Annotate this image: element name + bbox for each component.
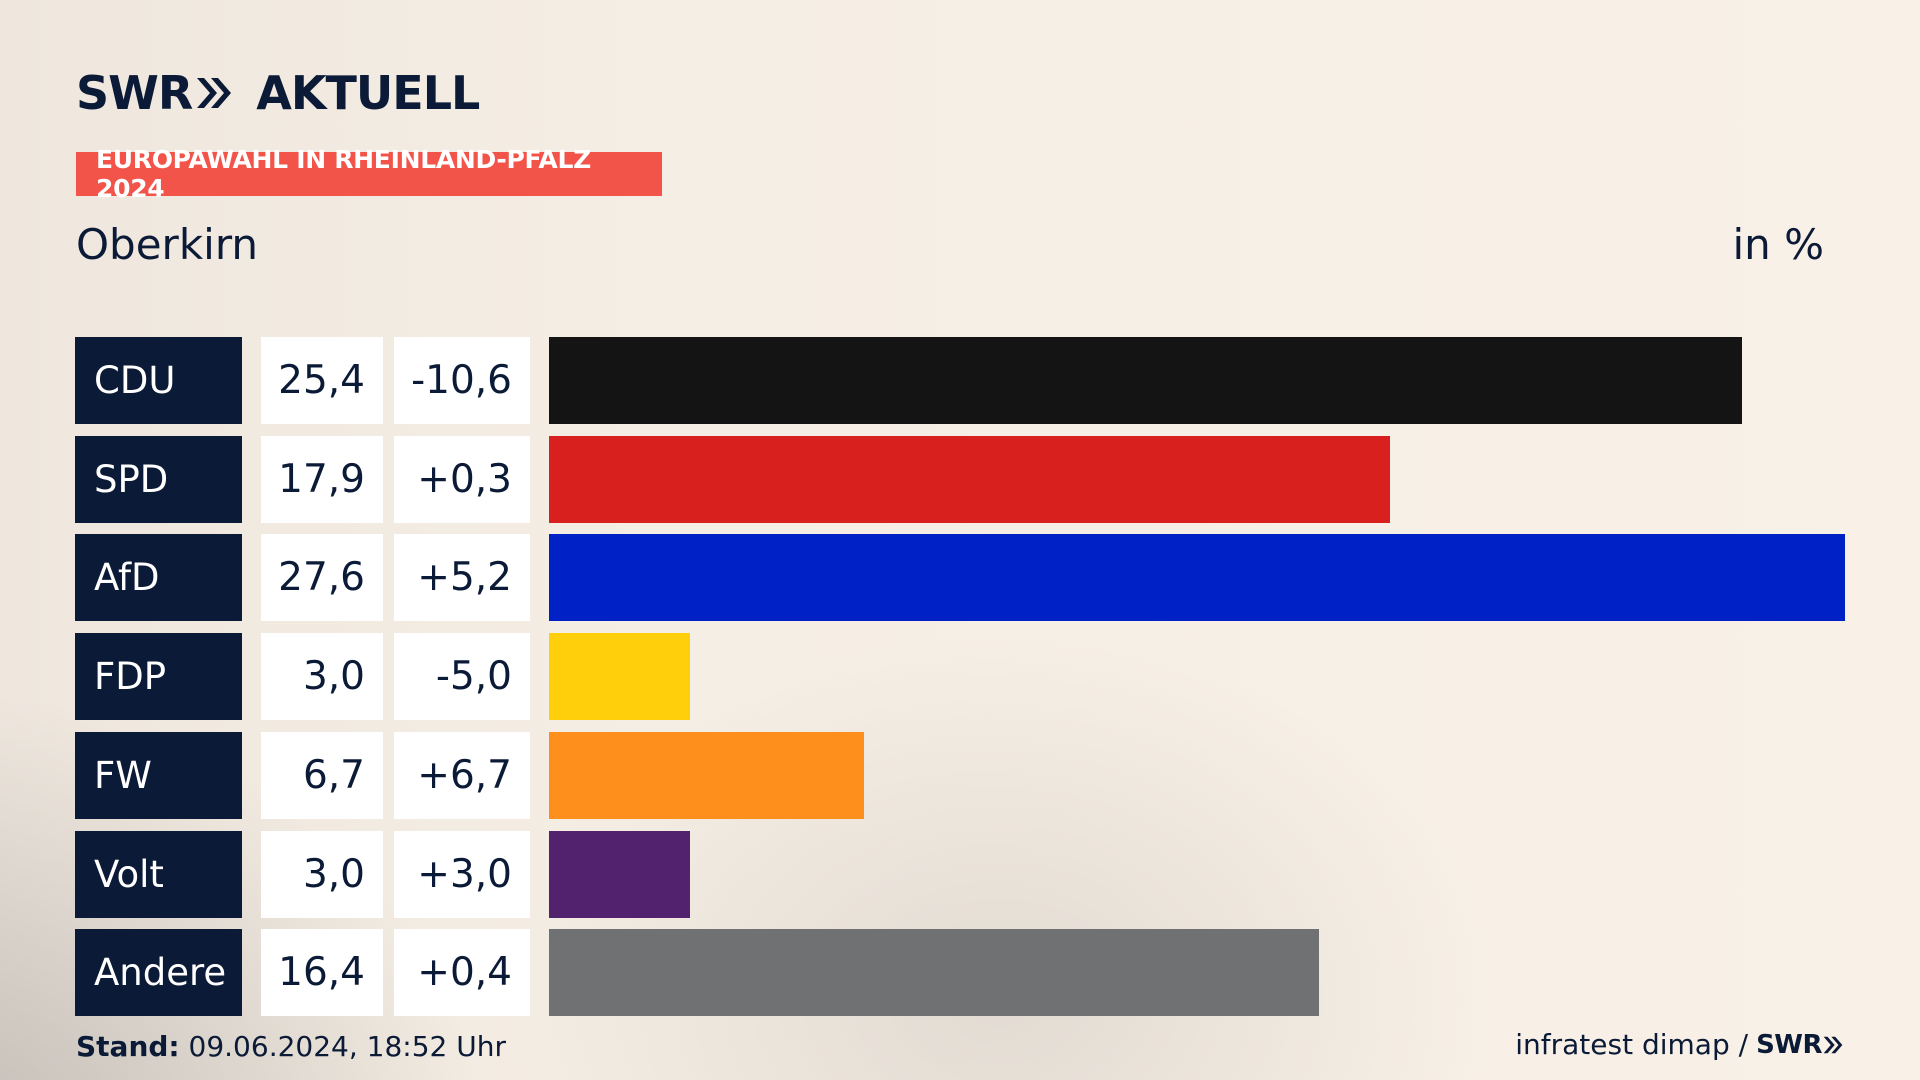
party-label: AfD [75, 534, 242, 622]
vote-change-value: +0,4 [394, 929, 530, 1017]
party-label: SPD [75, 435, 242, 523]
party-label: FW [75, 731, 242, 819]
vote-share-value: 27,6 [261, 534, 383, 622]
result-row: Volt 3,0 +3,0 [0, 830, 1920, 918]
result-row: AfD 27,6 +5,2 [0, 534, 1920, 622]
election-badge: EUROPAWAHL IN RHEINLAND-PFALZ 2024 [76, 145, 662, 203]
bar-fw [549, 731, 864, 819]
source-text: infratest dimap / [1515, 1028, 1749, 1061]
vote-share-value: 3,0 [261, 830, 383, 918]
bar-andere [549, 929, 1320, 1017]
bar-volt [549, 830, 690, 918]
vote-share-value: 6,7 [261, 731, 383, 819]
result-row: FW 6,7 +6,7 [0, 731, 1920, 819]
result-row: FDP 3,0 -5,0 [0, 633, 1920, 721]
party-label: CDU [75, 337, 242, 424]
vote-change-value: +3,0 [394, 830, 530, 918]
result-row: Andere 16,4 +0,4 [0, 929, 1920, 1017]
party-label: Volt [75, 830, 242, 918]
swr-aktuell-logo: SWR AKTUELL [76, 66, 480, 120]
party-label: FDP [75, 633, 242, 721]
footer-source: infratest dimap / SWR [1515, 1028, 1844, 1061]
unit-label: in % [1732, 220, 1824, 269]
bar-cdu [549, 337, 1742, 424]
vote-change-value: +6,7 [394, 731, 530, 819]
vote-change-value: +0,3 [394, 435, 530, 523]
vote-change-value: +5,2 [394, 534, 530, 622]
bar-afd [549, 534, 1845, 622]
result-row: SPD 17,9 +0,3 [0, 435, 1920, 523]
swr-text: SWR [76, 66, 193, 120]
region-title: Oberkirn [76, 220, 258, 269]
footer-swr-logo: SWR [1756, 1030, 1844, 1060]
result-row: CDU 25,4 -10,6 [0, 337, 1920, 424]
bar-fdp [549, 633, 690, 721]
stand-value: 09.06.2024, 18:52 Uhr [188, 1030, 506, 1063]
vote-share-value: 25,4 [261, 337, 383, 424]
stand-label: Stand: [76, 1030, 180, 1063]
footer-double-chevron-icon [1823, 1036, 1843, 1053]
vote-change-value: -10,6 [394, 337, 530, 424]
double-chevron-icon [197, 78, 232, 108]
vote-share-value: 16,4 [261, 929, 383, 1017]
bar-spd [549, 435, 1390, 523]
vote-share-value: 3,0 [261, 633, 383, 721]
vote-change-value: -5,0 [394, 633, 530, 721]
swr-wordmark: SWR [76, 66, 234, 120]
footer-swr-text: SWR [1756, 1029, 1822, 1060]
aktuell-text: AKTUELL [256, 66, 480, 120]
party-label: Andere [75, 929, 242, 1017]
footer-timestamp: Stand: 09.06.2024, 18:52 Uhr [76, 1030, 506, 1063]
vote-share-value: 17,9 [261, 435, 383, 523]
